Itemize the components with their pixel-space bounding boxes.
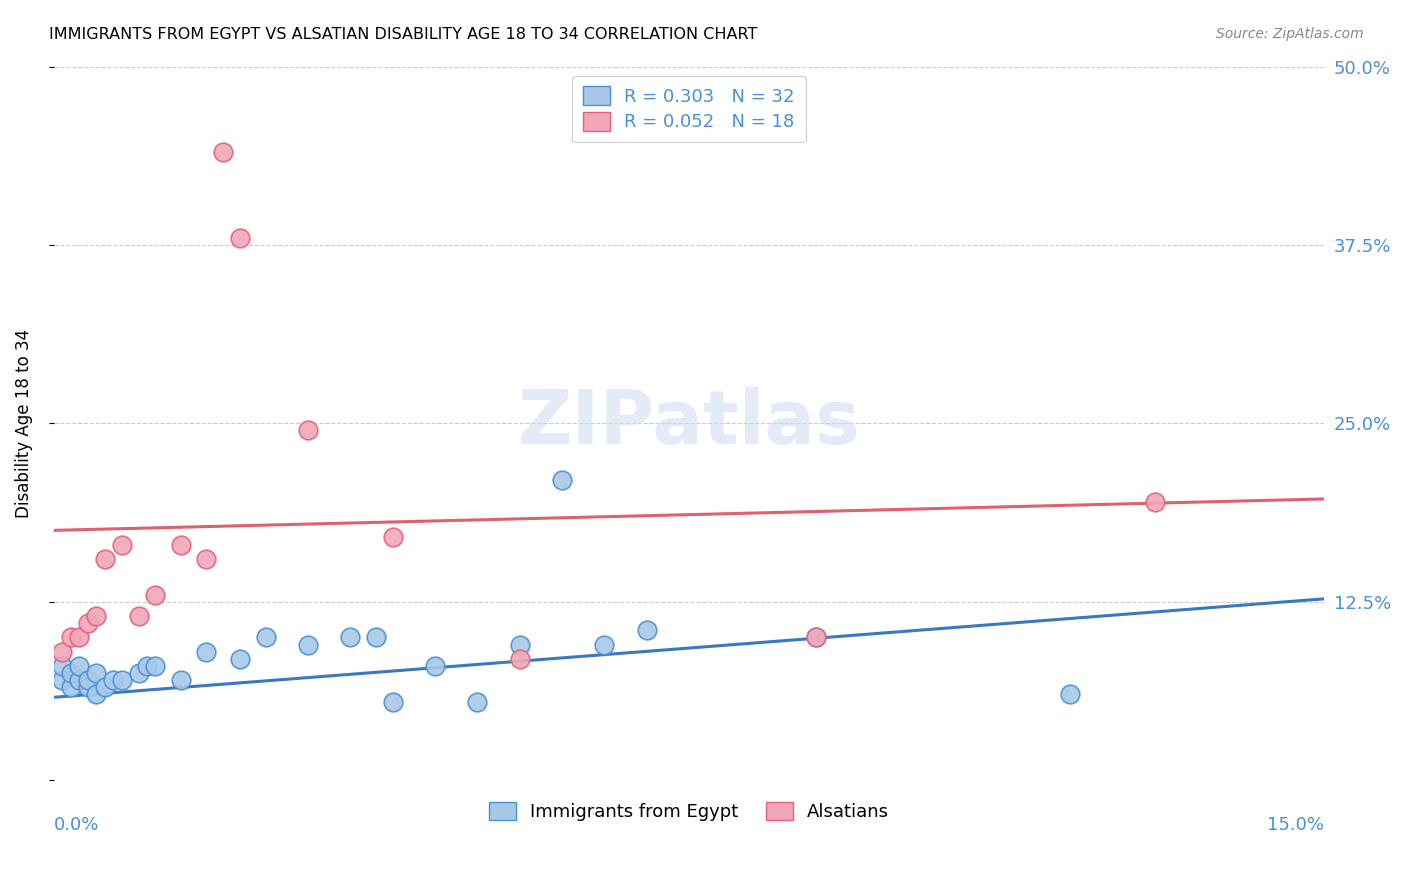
Text: 15.0%: 15.0%: [1267, 815, 1324, 834]
Point: [110, 673, 132, 688]
Point: [84, 688, 107, 702]
Point: [93, 681, 115, 695]
Point: [76, 673, 98, 688]
Point: [67, 673, 90, 688]
Point: [101, 673, 124, 688]
Point: [297, 638, 319, 652]
Point: [381, 531, 404, 545]
Point: [67, 631, 90, 645]
Point: [76, 681, 98, 695]
Point: [145, 659, 167, 673]
Point: [128, 666, 150, 681]
Text: ZIPatlas: ZIPatlas: [517, 387, 860, 460]
Point: [195, 552, 218, 566]
Legend: Immigrants from Egypt, Alsatians: Immigrants from Egypt, Alsatians: [481, 794, 896, 828]
Point: [170, 673, 193, 688]
Point: [636, 624, 658, 638]
Text: 0.0%: 0.0%: [53, 815, 100, 834]
Point: [195, 645, 218, 659]
Point: [128, 609, 150, 624]
Point: [1059, 688, 1081, 702]
Point: [593, 638, 616, 652]
Point: [59, 681, 82, 695]
Point: [110, 538, 132, 552]
Point: [339, 631, 361, 645]
Point: [509, 652, 531, 666]
Point: [212, 145, 235, 160]
Point: [364, 631, 387, 645]
Point: [59, 666, 82, 681]
Point: [229, 652, 252, 666]
Point: [51, 645, 73, 659]
Point: [136, 659, 159, 673]
Point: [59, 631, 82, 645]
Point: [229, 231, 252, 245]
Point: [551, 474, 574, 488]
Point: [170, 538, 193, 552]
Point: [381, 695, 404, 709]
Point: [51, 673, 73, 688]
Text: Source: ZipAtlas.com: Source: ZipAtlas.com: [1216, 27, 1364, 41]
Point: [51, 659, 73, 673]
Point: [804, 631, 827, 645]
Point: [76, 616, 98, 631]
Point: [67, 659, 90, 673]
Point: [297, 424, 319, 438]
Point: [254, 631, 277, 645]
Point: [465, 695, 488, 709]
Point: [93, 552, 115, 566]
Point: [423, 659, 446, 673]
Point: [804, 631, 827, 645]
Point: [84, 666, 107, 681]
Point: [509, 638, 531, 652]
Point: [84, 609, 107, 624]
Point: [1143, 495, 1166, 509]
Text: IMMIGRANTS FROM EGYPT VS ALSATIAN DISABILITY AGE 18 TO 34 CORRELATION CHART: IMMIGRANTS FROM EGYPT VS ALSATIAN DISABI…: [49, 27, 758, 42]
Y-axis label: Disability Age 18 to 34: Disability Age 18 to 34: [15, 329, 32, 518]
Point: [145, 588, 167, 602]
